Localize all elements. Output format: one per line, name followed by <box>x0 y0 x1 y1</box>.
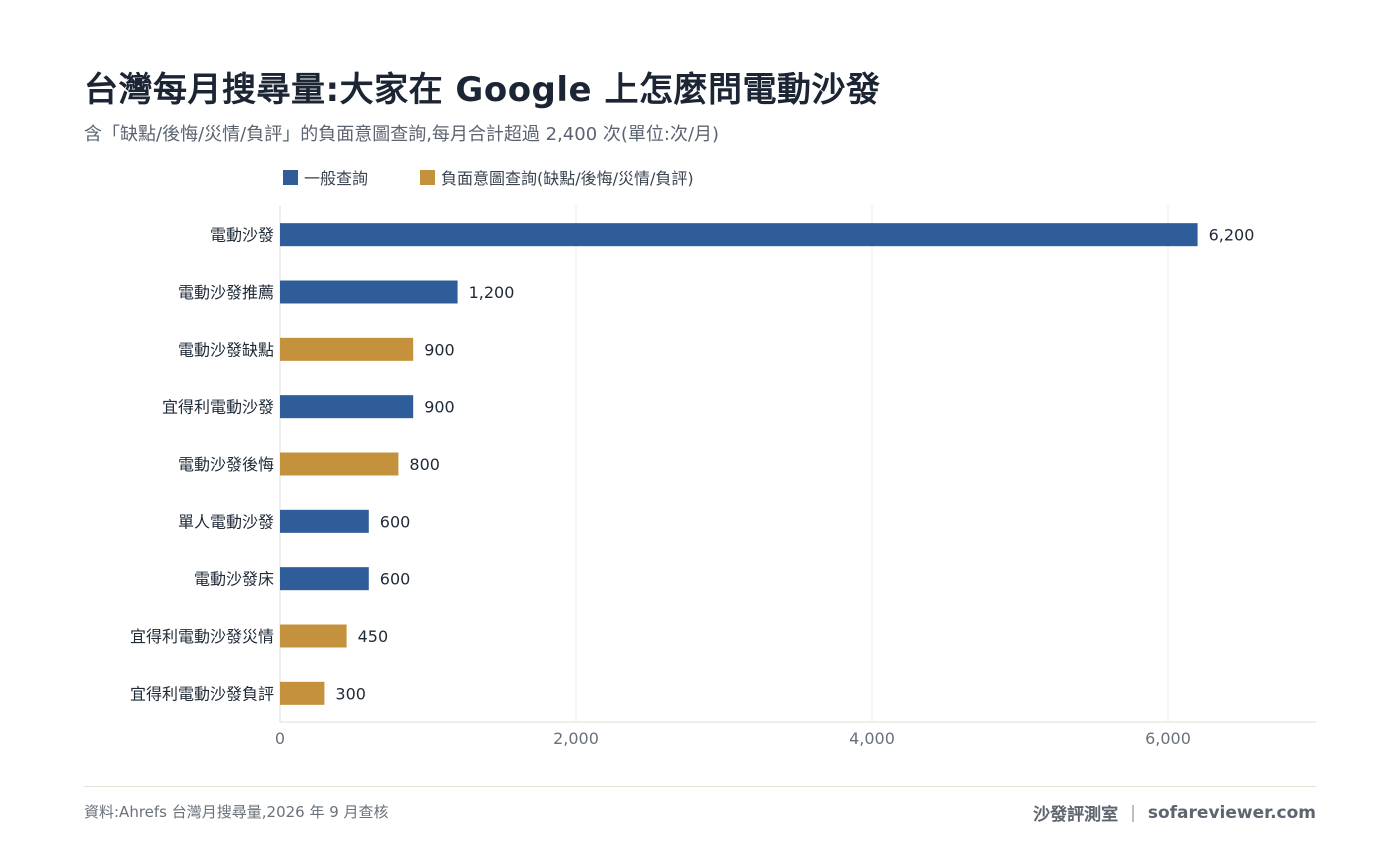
bar-2 <box>280 337 414 361</box>
category-label-7: 宜得利電動沙發災情 <box>130 627 274 646</box>
x-tick-label-6000: 6,000 <box>1145 729 1191 748</box>
value-label-6: 600 <box>380 570 411 589</box>
brand-separator: | <box>1130 802 1136 823</box>
chart-title: 台灣每月搜尋量:大家在 Google 上怎麼問電動沙發 <box>84 70 881 110</box>
x-tick-label-0: 0 <box>275 729 285 748</box>
category-label-8: 宜得利電動沙發負評 <box>130 684 274 703</box>
footer-divider <box>84 786 1316 787</box>
bar-0 <box>280 223 1198 247</box>
category-label-5: 單人電動沙發 <box>178 512 274 531</box>
value-label-3: 900 <box>424 398 455 417</box>
footer-source: 資料:Ahrefs 台灣月搜尋量,2026 年 9 月查核 <box>84 803 389 821</box>
value-label-2: 900 <box>424 340 455 359</box>
legend-swatch-general <box>283 169 298 185</box>
bar-1 <box>280 280 458 304</box>
bar-5 <box>280 509 369 533</box>
category-label-0: 電動沙發 <box>210 226 274 245</box>
x-tick-label-4000: 4,000 <box>849 729 895 748</box>
x-tick-label-2000: 2,000 <box>553 729 599 748</box>
legend-item-general: 一般查詢 <box>283 165 368 189</box>
chart-subtitle: 含「缺點/後悔/災情/負評」的負面意圖查詢,每月合計超過 2,400 次(單位:… <box>84 124 720 145</box>
category-label-2: 電動沙發缺點 <box>178 340 274 359</box>
category-label-1: 電動沙發推薦 <box>178 283 274 302</box>
legend-label-negative: 負面意圖查詢(缺點/後悔/災情/負評) <box>441 169 694 188</box>
bar-4 <box>280 452 399 476</box>
legend: 一般查詢 負面意圖查詢(缺點/後悔/災情/負評) <box>283 165 746 189</box>
value-label-5: 600 <box>380 512 411 531</box>
bar-3 <box>280 395 414 419</box>
brand-name: 沙發評測室 <box>1033 805 1119 825</box>
value-label-1: 1,200 <box>469 283 515 302</box>
legend-item-negative: 負面意圖查詢(缺點/後悔/災情/負評) <box>420 165 694 189</box>
legend-label-general: 一般查詢 <box>304 169 369 188</box>
value-label-8: 300 <box>335 684 366 703</box>
category-label-6: 電動沙發床 <box>194 570 274 589</box>
footer-brand: 沙發評測室 | sofareviewer.com <box>1033 800 1316 826</box>
value-label-0: 6,200 <box>1209 226 1255 245</box>
value-label-7: 450 <box>358 627 389 646</box>
legend-swatch-negative <box>420 169 436 185</box>
value-label-4: 800 <box>409 455 440 474</box>
bar-6 <box>280 567 369 591</box>
site-url[interactable]: sofareviewer.com <box>1147 802 1316 823</box>
bar-7 <box>280 624 347 648</box>
bar-8 <box>280 681 325 705</box>
category-label-4: 電動沙發後悔 <box>178 455 274 474</box>
category-label-3: 宜得利電動沙發 <box>162 398 274 417</box>
